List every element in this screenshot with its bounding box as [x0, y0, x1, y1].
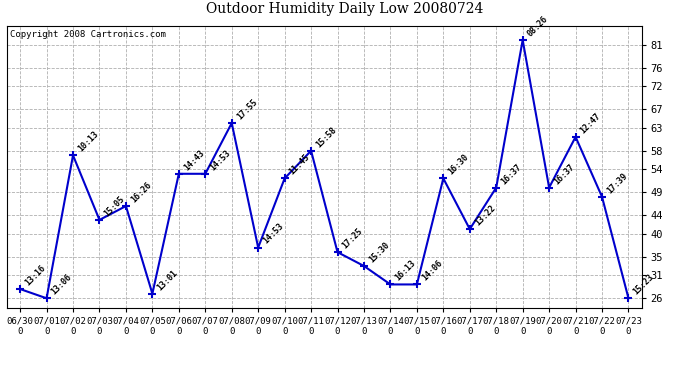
- Text: 13:01: 13:01: [155, 268, 179, 292]
- Text: 15:05: 15:05: [103, 194, 127, 218]
- Text: 13:06: 13:06: [50, 273, 74, 297]
- Text: 11:45: 11:45: [288, 153, 312, 177]
- Text: 08:26: 08:26: [526, 14, 550, 38]
- Text: 14:53: 14:53: [262, 222, 286, 246]
- Text: 13:22: 13:22: [473, 203, 497, 227]
- Text: 17:39: 17:39: [605, 171, 629, 195]
- Text: 16:26: 16:26: [129, 180, 153, 204]
- Text: Outdoor Humidity Daily Low 20080724: Outdoor Humidity Daily Low 20080724: [206, 2, 484, 16]
- Text: 16:13: 16:13: [393, 259, 417, 283]
- Text: 16:37: 16:37: [500, 162, 524, 186]
- Text: 14:43: 14:43: [182, 148, 206, 172]
- Text: 15:23: 15:23: [631, 273, 656, 297]
- Text: 14:06: 14:06: [420, 259, 444, 283]
- Text: 17:55: 17:55: [235, 98, 259, 122]
- Text: 15:30: 15:30: [367, 240, 391, 264]
- Text: 14:53: 14:53: [208, 148, 233, 172]
- Text: 17:25: 17:25: [341, 226, 365, 251]
- Text: 15:58: 15:58: [314, 125, 338, 149]
- Text: 13:16: 13:16: [23, 263, 48, 287]
- Text: Copyright 2008 Cartronics.com: Copyright 2008 Cartronics.com: [10, 30, 166, 39]
- Text: 16:30: 16:30: [446, 153, 471, 177]
- Text: 16:37: 16:37: [552, 162, 576, 186]
- Text: 10:13: 10:13: [76, 130, 100, 154]
- Text: 12:47: 12:47: [579, 111, 603, 135]
